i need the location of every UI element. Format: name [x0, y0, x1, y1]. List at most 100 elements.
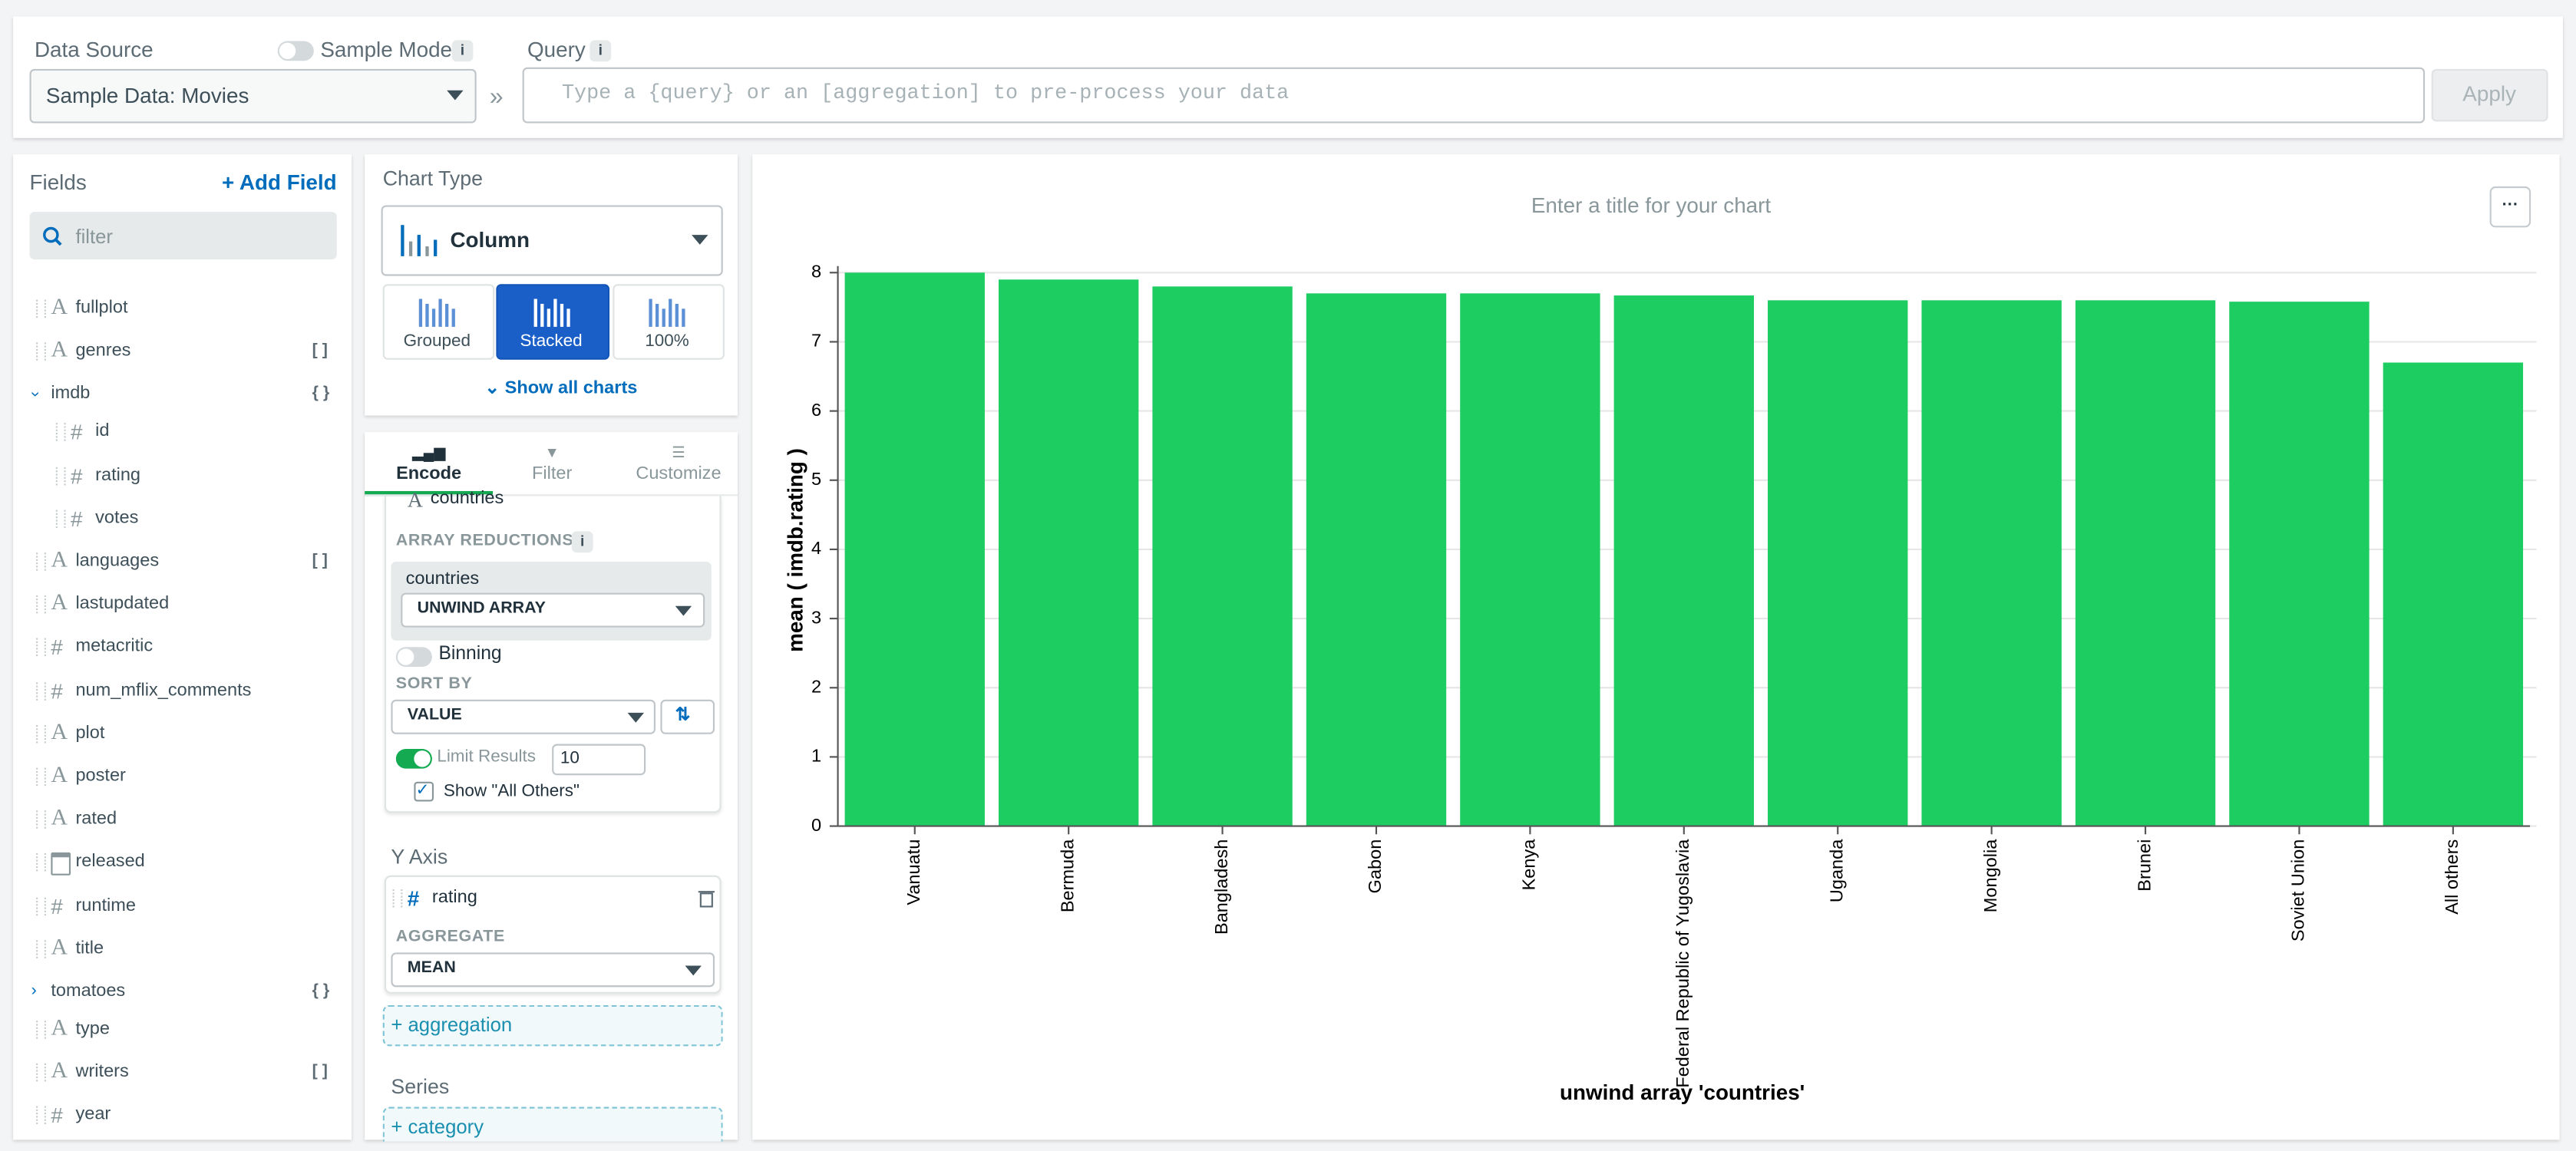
tab-label[interactable]: Encode [396, 463, 462, 484]
add-aggregation[interactable] [382, 1004, 723, 1047]
x-tick-label: Bangladesh [1211, 839, 1231, 935]
x-tick-label: Brunei [2134, 839, 2154, 892]
field-name[interactable]: imdb [51, 384, 91, 404]
variant-label: 100% [645, 331, 689, 351]
field-icon: A [51, 806, 68, 832]
variant-label: Grouped [403, 331, 471, 351]
field-name[interactable]: tomatoes [51, 981, 126, 1001]
info-badge[interactable]: i [451, 40, 474, 62]
y-tick-label: 4 [811, 538, 821, 558]
field-name[interactable]: rated [75, 809, 117, 829]
field-badge: [ ] [312, 1063, 328, 1081]
field-name[interactable]: metacritic [75, 637, 154, 657]
aggregate-select[interactable] [391, 952, 715, 988]
variant-button[interactable] [613, 284, 725, 360]
apply-button[interactable] [2431, 68, 2548, 122]
data-source-value: Sample Data: Movies [45, 83, 249, 108]
y-encoding-card [384, 875, 722, 994]
chart-title[interactable]: Enter a title for your chart [1531, 193, 1772, 217]
field-name[interactable]: fullplot [75, 298, 128, 318]
field-name[interactable]: genres [75, 341, 131, 361]
field-badge: [ ] [312, 552, 328, 570]
grip [36, 1064, 46, 1082]
grip [36, 299, 46, 318]
info-badge[interactable]: i [590, 40, 612, 62]
field-icon: # [51, 635, 63, 661]
menu-button[interactable] [2489, 186, 2531, 228]
x-field: countries [430, 488, 504, 509]
chart-type-select[interactable] [381, 205, 723, 276]
grip [36, 552, 46, 571]
field-name[interactable]: poster [75, 766, 126, 787]
sort-direction[interactable] [660, 699, 715, 734]
field-badge: { } [312, 384, 330, 404]
field-icon: A [51, 295, 68, 321]
caret [685, 965, 702, 976]
grip [36, 896, 46, 915]
y-tick-label: 7 [811, 331, 821, 351]
grip [55, 423, 66, 442]
variant-icon-bar [553, 298, 556, 327]
variant-icon-bar [438, 298, 442, 327]
variant-icon-bar [546, 308, 550, 327]
field-name[interactable]: runtime [75, 895, 136, 915]
tab-icon[interactable]: ☰ [672, 444, 685, 461]
tab-icon[interactable]: ▼ [544, 444, 560, 461]
data-source-select[interactable] [29, 68, 477, 124]
x-axis-label: unwind array 'countries' [1560, 1080, 1805, 1104]
checkbox[interactable] [414, 781, 434, 802]
field-icon: # [71, 420, 83, 445]
field-name[interactable]: votes [95, 507, 139, 528]
add-category[interactable] [382, 1106, 723, 1142]
field-icon: # [71, 463, 83, 488]
field-name[interactable]: id [95, 421, 110, 442]
grip [36, 1106, 46, 1125]
field-name[interactable]: lastupdated [75, 594, 170, 614]
reduction-select[interactable] [401, 592, 705, 628]
apply-label: Apply [2462, 81, 2516, 107]
chevron[interactable]: › [31, 981, 37, 1001]
filter-input[interactable] [29, 212, 337, 260]
variant-icon-bar [566, 308, 570, 327]
grip [36, 810, 46, 829]
reduction-value: UNWIND ARRAY [417, 599, 546, 618]
field-name[interactable]: year [75, 1105, 111, 1125]
query-input[interactable] [522, 67, 2426, 124]
y-tick-label: 6 [811, 400, 821, 420]
sort-select[interactable] [391, 699, 656, 734]
binning-toggle[interactable] [395, 647, 432, 667]
field-name[interactable]: title [75, 938, 104, 958]
field-name[interactable]: writers [75, 1062, 129, 1082]
trash-icon[interactable] [698, 889, 715, 909]
chart: Enter a title for your chart ··· mean ( … [783, 186, 2537, 1104]
fields-panel [13, 154, 352, 1140]
tab-icon[interactable]: ▂▄▆ [411, 444, 446, 461]
tab-label[interactable]: Filter [531, 463, 573, 484]
chevron[interactable]: › [25, 391, 45, 398]
y-tick-label: 0 [811, 815, 821, 835]
x-tick-label: Vanuatu [903, 839, 923, 905]
bar [1306, 293, 1447, 826]
bar [2229, 302, 2370, 826]
limit-toggle[interactable] [395, 748, 432, 769]
field-name[interactable]: released [75, 852, 145, 872]
field-name[interactable]: plot [75, 723, 105, 744]
limit-input[interactable] [552, 744, 646, 776]
field-name[interactable]: rating [95, 464, 141, 485]
grip [36, 853, 46, 872]
field-name[interactable]: languages [75, 551, 160, 571]
bar [844, 272, 985, 826]
show-all-charts[interactable]: ⌄ Show all charts [484, 378, 638, 399]
chart-type-value: Column [450, 227, 530, 252]
info-badge[interactable]: i [571, 531, 593, 553]
variant-icon-bar [669, 298, 672, 327]
add-field[interactable]: + Add Field [221, 170, 337, 195]
tab-label[interactable]: Customize [636, 463, 722, 484]
field-name[interactable]: num_mflix_comments [75, 680, 252, 700]
grip [36, 342, 46, 361]
sample-mode-toggle[interactable] [277, 41, 314, 61]
field-icon: A [51, 591, 68, 617]
field-name[interactable]: type [75, 1019, 110, 1039]
tab-divider [365, 494, 738, 496]
aggregate-label: AGGREGATE [395, 928, 505, 946]
